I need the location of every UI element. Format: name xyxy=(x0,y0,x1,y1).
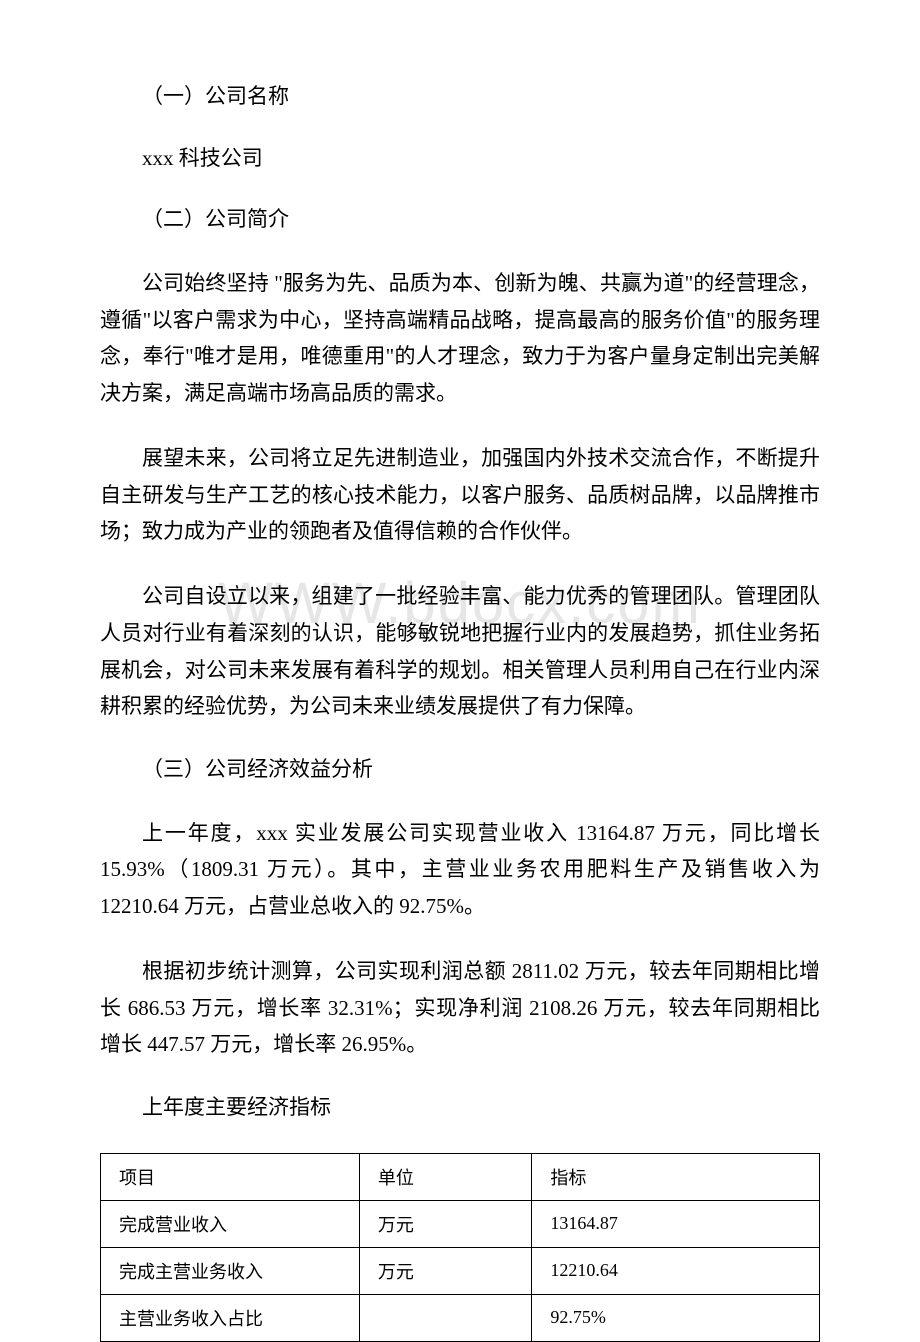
paragraph-intro-3: 公司自设立以来，组建了一批经验丰富、能力优秀的管理团队。管理团队人员对行业有着深… xyxy=(100,578,820,725)
paragraph-econ-1: 上一年度，xxx 实业发展公司实现营业收入 13164.87 万元，同比增长 1… xyxy=(100,815,820,925)
table-cell: 完成主营业务收入 xyxy=(101,1247,360,1294)
table-title: 上年度主要经济指标 xyxy=(100,1091,820,1125)
economic-indicators-table: 项目 单位 指标 完成营业收入 万元 13164.87 完成主营业务收入 万元 … xyxy=(100,1153,820,1342)
section-heading-3: （三）公司经济效益分析 xyxy=(100,753,820,787)
section-heading-2: （二）公司简介 xyxy=(100,203,820,237)
company-name-text: xxx 科技公司 xyxy=(100,142,820,176)
table-header-cell: 指标 xyxy=(532,1153,820,1200)
table-row: 主营业务收入占比 92.75% xyxy=(101,1294,820,1341)
paragraph-intro-2: 展望未来，公司将立足先进制造业，加强国内外技术交流合作，不断提升自主研发与生产工… xyxy=(100,440,820,550)
table-header-row: 项目 单位 指标 xyxy=(101,1153,820,1200)
table-row: 完成营业收入 万元 13164.87 xyxy=(101,1200,820,1247)
table-row: 完成主营业务收入 万元 12210.64 xyxy=(101,1247,820,1294)
table-cell: 92.75% xyxy=(532,1294,820,1341)
table-cell: 13164.87 xyxy=(532,1200,820,1247)
table-cell xyxy=(359,1294,532,1341)
paragraph-intro-1: 公司始终坚持 "服务为先、品质为本、创新为魄、共赢为道"的经营理念，遵循"以客户… xyxy=(100,265,820,412)
table-header-cell: 项目 xyxy=(101,1153,360,1200)
table-header-cell: 单位 xyxy=(359,1153,532,1200)
table-cell: 万元 xyxy=(359,1200,532,1247)
document-content: （一）公司名称 xxx 科技公司 （二）公司简介 公司始终坚持 "服务为先、品质… xyxy=(100,80,820,1342)
section-heading-1: （一）公司名称 xyxy=(100,80,820,114)
table-cell: 主营业务收入占比 xyxy=(101,1294,360,1341)
paragraph-econ-2: 根据初步统计测算，公司实现利润总额 2811.02 万元，较去年同期相比增长 6… xyxy=(100,953,820,1063)
table-cell: 12210.64 xyxy=(532,1247,820,1294)
table-cell: 完成营业收入 xyxy=(101,1200,360,1247)
table-cell: 万元 xyxy=(359,1247,532,1294)
